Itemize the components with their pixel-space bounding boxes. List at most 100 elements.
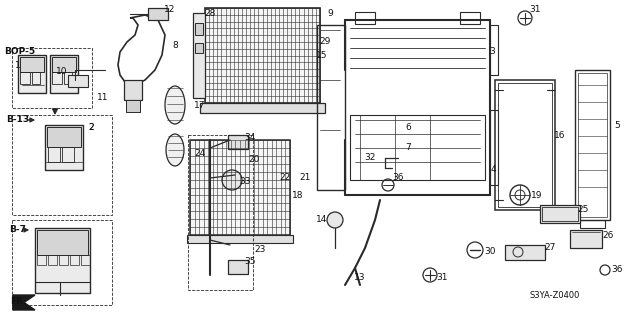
Bar (52, 57, 76, 72)
Bar (20, 57, 44, 72)
Bar (52, 72, 62, 84)
Bar (12, 48, 92, 108)
Text: 10: 10 (56, 68, 68, 77)
Text: 14: 14 (316, 216, 328, 225)
Text: 5: 5 (614, 121, 620, 130)
Bar (190, 140, 290, 235)
Bar (48, 147, 60, 162)
Bar (200, 103, 325, 113)
Text: 13: 13 (355, 273, 365, 283)
Text: B-13: B-13 (6, 115, 29, 124)
Bar (205, 8, 320, 103)
Text: B-7: B-7 (10, 226, 26, 234)
Bar (62, 147, 74, 162)
Bar (498, 83, 552, 207)
Text: 2: 2 (88, 123, 94, 132)
Text: 8: 8 (172, 41, 178, 50)
Text: 36: 36 (392, 174, 404, 182)
Bar (35, 228, 90, 293)
Bar (20, 72, 30, 84)
Bar (355, 12, 375, 24)
Bar (148, 8, 168, 20)
Text: 16: 16 (554, 130, 566, 139)
Bar (32, 72, 40, 84)
Bar (50, 55, 78, 93)
Text: 17: 17 (195, 100, 205, 109)
Bar (542, 207, 578, 221)
Text: 32: 32 (364, 152, 376, 161)
Text: 1: 1 (15, 61, 21, 70)
Polygon shape (13, 295, 35, 310)
Text: 15: 15 (316, 50, 328, 60)
Bar (48, 255, 57, 265)
Text: 19: 19 (531, 190, 543, 199)
Bar (495, 80, 555, 210)
Bar (70, 255, 79, 265)
Bar (126, 100, 140, 112)
Text: 3: 3 (489, 48, 495, 56)
Text: FR.: FR. (10, 298, 26, 307)
Text: 30: 30 (484, 248, 496, 256)
Text: BOP-5: BOP-5 (4, 48, 36, 56)
Text: S3YA-Z0400: S3YA-Z0400 (530, 291, 580, 300)
Bar (540, 205, 580, 223)
Text: 12: 12 (164, 5, 176, 14)
Bar (580, 220, 605, 228)
Text: 4: 4 (490, 166, 496, 174)
Text: 25: 25 (577, 205, 589, 214)
Bar (505, 245, 545, 260)
Text: 26: 26 (602, 231, 614, 240)
Text: 18: 18 (292, 190, 304, 199)
Bar (195, 43, 203, 53)
Text: 34: 34 (244, 133, 256, 143)
Bar (193, 13, 205, 98)
Bar (575, 70, 610, 220)
Text: 36: 36 (611, 265, 623, 275)
Bar (578, 73, 607, 217)
Bar (490, 110, 498, 185)
Circle shape (327, 212, 343, 228)
Bar (195, 23, 203, 35)
Bar (81, 255, 90, 265)
Text: 31: 31 (529, 5, 541, 14)
Text: 24: 24 (195, 149, 205, 158)
Bar (37, 255, 46, 265)
Text: 31: 31 (436, 273, 448, 283)
Bar (490, 25, 498, 75)
Ellipse shape (165, 86, 185, 124)
Text: 2: 2 (88, 123, 94, 132)
Text: 6: 6 (405, 123, 411, 132)
Bar (59, 255, 68, 265)
Text: 9: 9 (327, 9, 333, 18)
Ellipse shape (166, 134, 184, 166)
Text: 11: 11 (97, 93, 109, 101)
Text: 33: 33 (239, 177, 251, 187)
Bar (18, 55, 46, 93)
Bar (317, 25, 345, 190)
Bar (228, 135, 248, 149)
Bar (45, 125, 83, 170)
Text: 28: 28 (204, 9, 216, 18)
Text: 7: 7 (405, 144, 411, 152)
Bar (47, 127, 81, 147)
Text: 23: 23 (254, 246, 266, 255)
Text: 22: 22 (280, 174, 291, 182)
Bar (68, 75, 88, 87)
Text: 29: 29 (319, 38, 331, 47)
Bar (64, 72, 72, 84)
Bar (37, 230, 88, 255)
Text: 20: 20 (248, 155, 260, 165)
Bar (570, 230, 602, 248)
Circle shape (222, 170, 242, 190)
Text: 35: 35 (244, 257, 256, 266)
Bar (12, 115, 112, 215)
Bar (188, 135, 253, 290)
Text: 27: 27 (544, 243, 556, 253)
Bar (460, 12, 480, 24)
Text: 21: 21 (300, 174, 310, 182)
Bar (228, 260, 248, 274)
Bar (124, 80, 142, 100)
Polygon shape (13, 295, 35, 310)
Bar (12, 220, 112, 305)
Bar (350, 115, 485, 180)
